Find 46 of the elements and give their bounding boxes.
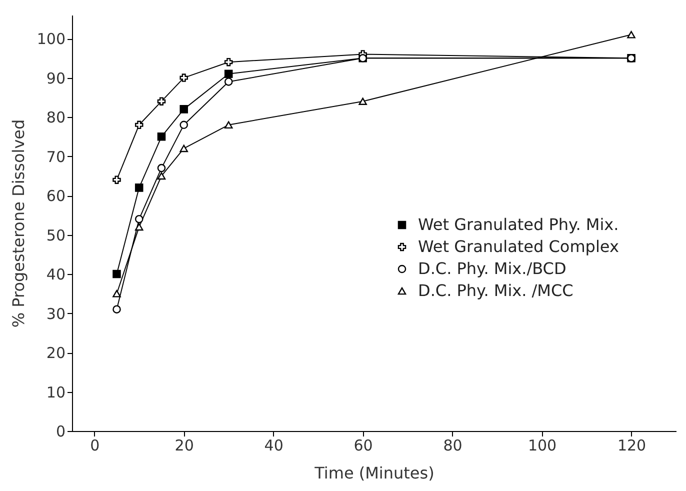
y-axis-title: % Progesterone Dissolved bbox=[8, 119, 28, 328]
x-tick-label: 0 bbox=[90, 436, 100, 454]
point bbox=[224, 70, 233, 78]
legend-label: D.C. Phy. Mix./BCD bbox=[418, 259, 566, 278]
point bbox=[180, 120, 188, 130]
point bbox=[134, 214, 144, 224]
x-tick-label: 20 bbox=[174, 436, 194, 454]
x-tick-label: 60 bbox=[354, 436, 373, 454]
y-tick-label: 80 bbox=[46, 108, 66, 127]
point bbox=[134, 120, 144, 130]
point bbox=[224, 58, 233, 66]
y-tick-label: 90 bbox=[46, 69, 66, 88]
point bbox=[157, 132, 166, 141]
point bbox=[134, 184, 144, 192]
x-axis-title: Time (Minutes) bbox=[314, 464, 434, 482]
point bbox=[112, 305, 121, 314]
y-tick-label: 100 bbox=[36, 30, 66, 48]
y-tick-label: 70 bbox=[46, 148, 66, 166]
legend-label: Wet Granulated Complex bbox=[418, 237, 619, 256]
point bbox=[180, 144, 188, 152]
y-tick-label: 0 bbox=[56, 422, 66, 440]
point bbox=[157, 97, 166, 106]
legend-label: D.C. Phy. Mix. /MCC bbox=[418, 281, 574, 300]
point bbox=[112, 270, 121, 278]
y-tick-label: 50 bbox=[46, 226, 66, 244]
point bbox=[112, 290, 121, 298]
x-tick-label: 120 bbox=[617, 436, 646, 454]
legend-label: Wet Granulated Phy. Mix. bbox=[418, 215, 619, 234]
point bbox=[112, 176, 121, 184]
point bbox=[224, 121, 233, 129]
point bbox=[180, 105, 188, 114]
point bbox=[180, 74, 188, 82]
x-tick-label: 100 bbox=[528, 436, 557, 454]
point bbox=[157, 172, 166, 180]
y-tick-label: 10 bbox=[46, 383, 66, 402]
x-tick-label: 80 bbox=[443, 436, 462, 454]
point bbox=[358, 98, 367, 105]
y-tick-label: 40 bbox=[46, 266, 66, 284]
point bbox=[134, 223, 144, 231]
y-tick-label: 60 bbox=[46, 187, 66, 206]
point bbox=[627, 30, 636, 38]
point bbox=[157, 164, 166, 172]
y-tick-label: 30 bbox=[46, 304, 66, 323]
x-tick-label: 40 bbox=[264, 436, 284, 454]
point bbox=[224, 78, 233, 86]
y-tick-label: 20 bbox=[46, 344, 66, 362]
